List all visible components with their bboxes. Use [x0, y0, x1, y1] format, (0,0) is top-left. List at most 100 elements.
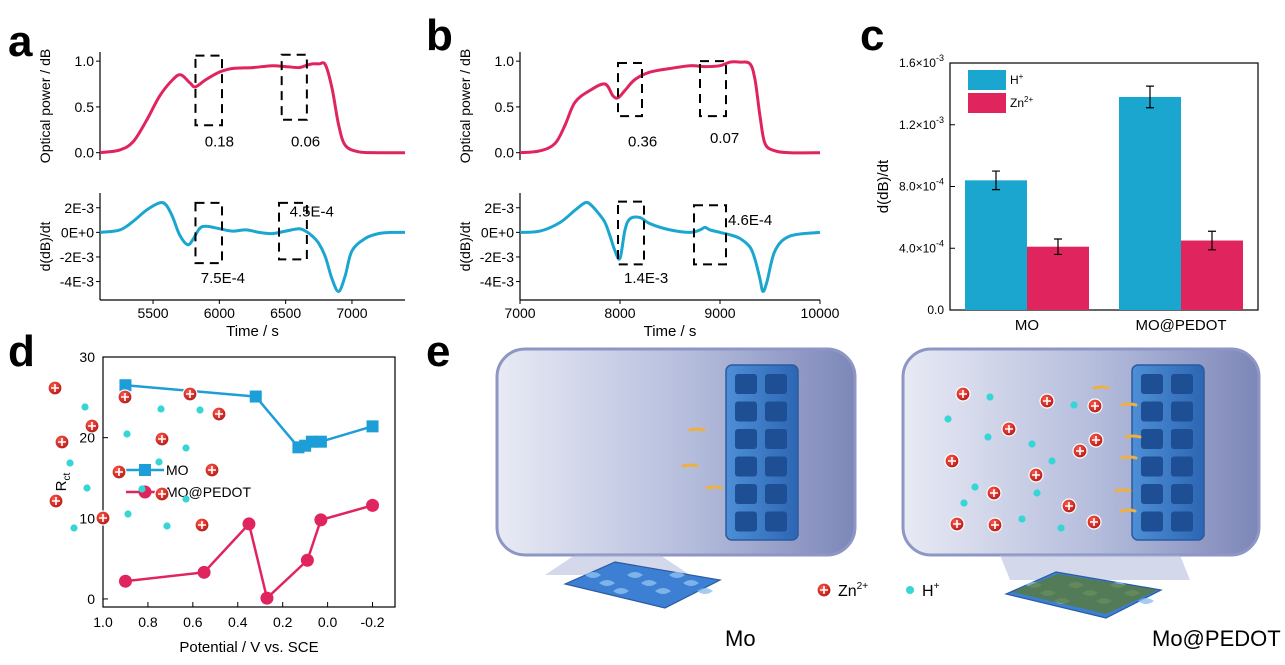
film-strand — [641, 580, 657, 586]
mo-mesh-film-left-shape — [563, 561, 722, 609]
h-ion-icon — [960, 499, 968, 507]
zn-ion-plus — [115, 468, 123, 476]
x-tick-label: MO@PEDOT — [1135, 317, 1226, 334]
marker-circle — [300, 553, 314, 567]
flow-arrow-icon — [1124, 434, 1142, 439]
schematic-label-mo: Mo — [725, 626, 756, 651]
h-legend-label: H+ — [922, 581, 940, 600]
annotation-box — [693, 204, 727, 266]
y-tick-label: 30 — [79, 349, 95, 365]
x-tick-label: 0.8 — [138, 614, 158, 630]
mesh-cell — [1141, 484, 1163, 504]
bar-zn — [1181, 240, 1243, 310]
x-axis-label: Potential / V vs. SCE — [179, 639, 318, 656]
y-tick-label: -2E-3 — [480, 249, 514, 265]
zn-ion-plus — [52, 497, 60, 505]
zn-ion-plus — [1090, 518, 1098, 526]
zn-legend-plus — [820, 586, 828, 594]
h-ion-icon — [138, 485, 146, 493]
mesh-cell — [1171, 484, 1193, 504]
x-tick-label: 6500 — [270, 305, 301, 321]
annotation-box — [617, 61, 643, 118]
zn-ion-plus — [991, 521, 999, 529]
ions-right — [944, 386, 1104, 533]
x-tick-label: 5500 — [137, 305, 168, 321]
mesh-cell — [1141, 401, 1163, 422]
annotation-label: 0.36 — [628, 134, 657, 151]
pedot-coating — [1012, 574, 1158, 614]
bar-h — [1119, 96, 1181, 311]
mesh-cell — [1141, 374, 1163, 394]
x-axis-label: Time / s — [644, 323, 697, 340]
annotation-label: 1.4E-3 — [624, 270, 668, 287]
h-ion-icon — [66, 459, 74, 467]
bar-h — [965, 180, 1027, 310]
h-ion-icon — [196, 406, 204, 414]
mesh-cell — [735, 429, 757, 449]
y-tick-label: 20 — [79, 430, 95, 446]
h-legend-icon — [906, 586, 914, 594]
y-tick-label: 4.0×10-4 — [899, 238, 944, 255]
error-bar — [1054, 238, 1062, 256]
legend-label: Zn2+ — [1010, 95, 1033, 110]
h-ion-icon — [182, 495, 190, 503]
annotation-label: 7.5E-4 — [201, 270, 245, 287]
film-strand — [1138, 598, 1154, 604]
chart-c: 0.0 4.0×10-4 8.0×10-4 1.2×10-3 1.6×10-3 MO MO@… — [875, 53, 1259, 334]
mesh-cell — [735, 401, 757, 422]
x-tick-label: -0.2 — [360, 614, 384, 630]
flow-arrow-icon — [688, 427, 706, 432]
chart-d: 0 10 20 30 1.0 0.8 0.6 0.4 0.2 0.0 -0.2 MO MO@PEDOT R… — [53, 349, 396, 656]
h-ion-icon — [984, 433, 992, 441]
film-strand — [599, 580, 615, 586]
mesh-cell — [1141, 456, 1163, 477]
film-strand — [697, 588, 713, 594]
zn-legend-label: Zn2+ — [838, 581, 868, 600]
y-tick-label: 0.5 — [495, 99, 515, 115]
chart-b-bottom: 2E-3 0E+0 -2E-3 -4E-3 7000 8000 9000 10000 1.4E-… — [457, 193, 840, 340]
schematic-left-box — [495, 347, 857, 557]
marker-circle — [197, 565, 211, 579]
legend-marker — [139, 464, 151, 476]
mo-pedot-film-right-shape — [1004, 571, 1163, 619]
legend-swatch — [968, 93, 1006, 113]
zn-ion-plus — [1076, 447, 1084, 455]
y-tick-label: 0.0 — [495, 145, 515, 161]
h-ion-icon — [944, 415, 952, 423]
panel-label-c: c — [860, 11, 885, 60]
x-tick-label: 7000 — [504, 305, 535, 321]
zn-ion-plus — [88, 422, 96, 430]
panel-label-d: d — [8, 327, 35, 376]
zn-ion-plus — [1005, 425, 1013, 433]
flow-arrow-icon — [1120, 402, 1138, 407]
schematic-legend: Zn2+ H+ — [816, 581, 940, 600]
y-tick-label: 0 — [87, 591, 95, 607]
mesh-cell — [765, 484, 787, 504]
legend-label: H+ — [1010, 72, 1024, 87]
y-tick-label: 10 — [79, 510, 95, 526]
y-axis-label: d(dB)/dt — [457, 221, 473, 271]
y-tick-label: 2E-3 — [64, 200, 94, 216]
mesh-cell — [1141, 429, 1163, 449]
marker-circle — [118, 574, 132, 588]
y-tick-label: 0.5 — [75, 99, 95, 115]
mesh-cell — [765, 511, 787, 532]
error-bar — [1208, 230, 1216, 251]
x-tick-label: 10000 — [801, 305, 840, 321]
panel-label-a: a — [8, 17, 33, 66]
ions-left — [47, 380, 227, 533]
y-tick-label: 1.0 — [495, 53, 515, 69]
arrows-right — [1092, 385, 1142, 513]
y-tick-label: 0E+0 — [61, 224, 94, 240]
zn-ion-plus — [215, 410, 223, 418]
y-tick-label: 2E-3 — [484, 200, 514, 216]
marker-circle — [260, 591, 274, 605]
mesh-cell — [765, 456, 787, 477]
h-ion-icon — [123, 430, 131, 438]
x-tick-label: 0.2 — [273, 614, 293, 630]
h-ion-icon — [182, 444, 190, 452]
zn-ion-plus — [1032, 471, 1040, 479]
zn-ion-plus — [158, 435, 166, 443]
y-tick-label: 0.0 — [927, 303, 944, 317]
